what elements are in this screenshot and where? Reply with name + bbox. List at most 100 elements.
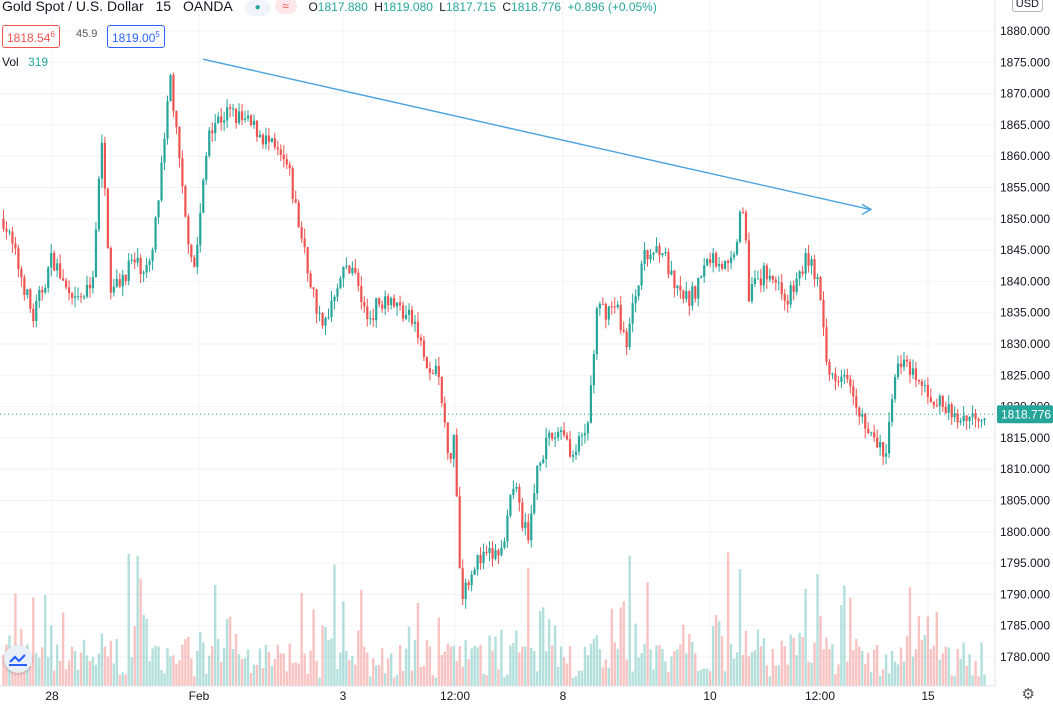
volume-bar bbox=[351, 655, 354, 686]
interval-label[interactable]: 15 bbox=[155, 0, 172, 14]
candle-body bbox=[893, 376, 897, 400]
volume-bar bbox=[875, 644, 879, 686]
candle-body bbox=[527, 522, 530, 541]
currency-badge[interactable]: USD bbox=[1011, 0, 1043, 12]
market-open-dot-icon[interactable]: ● bbox=[244, 0, 271, 16]
candle-body bbox=[944, 406, 947, 413]
candle-body bbox=[205, 155, 208, 180]
volume-bar bbox=[64, 669, 68, 686]
volume-bar bbox=[500, 629, 503, 686]
volume-bar bbox=[694, 653, 697, 686]
volume-bar bbox=[837, 664, 840, 686]
volume-bar bbox=[422, 665, 426, 686]
time-axis[interactable] bbox=[0, 686, 995, 709]
indicator-wave-icon[interactable]: ≈ bbox=[274, 0, 297, 14]
candle-body bbox=[613, 306, 616, 308]
candle-body bbox=[446, 422, 449, 454]
volume-bar bbox=[738, 569, 742, 686]
change-value: +0.896 (+0.05%) bbox=[567, 0, 657, 14]
volume-bar bbox=[413, 640, 417, 686]
candle-body bbox=[810, 259, 813, 266]
volume-bar bbox=[434, 677, 438, 686]
candle-body bbox=[217, 116, 220, 124]
candle-body bbox=[679, 285, 682, 291]
candle-body bbox=[315, 289, 318, 314]
volume-bar bbox=[789, 634, 792, 686]
volume-bar bbox=[729, 643, 733, 686]
symbol-header: Gold Spot / U.S. Dollar 15 OANDA ● ≈ O18… bbox=[2, 0, 657, 16]
candle-body bbox=[488, 547, 491, 554]
candle-body bbox=[473, 569, 476, 575]
volume-bar bbox=[216, 638, 220, 686]
volume-bar bbox=[300, 592, 303, 686]
volume-bar bbox=[932, 645, 936, 686]
trendline[interactable] bbox=[202, 58, 871, 211]
volume-bar bbox=[965, 665, 968, 686]
volume-bar bbox=[804, 588, 807, 686]
symbol-title[interactable]: Gold Spot / U.S. Dollar bbox=[2, 0, 144, 14]
volume-bar bbox=[297, 663, 300, 686]
volume-bar bbox=[258, 648, 262, 686]
candle-body bbox=[410, 309, 414, 324]
volume-bar bbox=[482, 673, 485, 686]
candle-body bbox=[47, 267, 50, 289]
chart-settings-gear-icon[interactable]: ⚙ bbox=[1021, 686, 1035, 703]
volume-bar bbox=[834, 674, 837, 686]
price-axis[interactable] bbox=[995, 0, 1053, 686]
volume-bar bbox=[661, 648, 664, 686]
candle-body bbox=[741, 212, 745, 214]
candle-body bbox=[577, 436, 581, 452]
candle-body bbox=[136, 257, 139, 263]
volume-bar bbox=[908, 587, 912, 686]
volume-bar bbox=[974, 660, 977, 686]
volume-bar bbox=[953, 676, 956, 686]
volume-bar bbox=[586, 655, 590, 686]
volume-bar bbox=[774, 665, 777, 686]
volume-bar bbox=[485, 675, 488, 686]
buy-price-sup: 5 bbox=[155, 30, 160, 39]
buy-button[interactable]: 1819.005 bbox=[107, 25, 165, 48]
volume-bar bbox=[136, 555, 139, 686]
candle-body bbox=[276, 147, 279, 150]
volume-bar bbox=[780, 640, 783, 686]
candle-body bbox=[968, 416, 971, 421]
volume-bar bbox=[917, 616, 921, 686]
close-label: C bbox=[502, 0, 512, 14]
candle-body bbox=[294, 198, 297, 203]
volume-bar bbox=[32, 597, 35, 686]
candle-body bbox=[229, 107, 232, 109]
candle-body bbox=[35, 300, 38, 322]
volume-bar bbox=[786, 664, 789, 686]
source-label: OANDA bbox=[182, 0, 233, 14]
trendline-drawing[interactable] bbox=[202, 58, 873, 216]
candle-body bbox=[858, 407, 861, 417]
volume-bar bbox=[410, 670, 414, 686]
sell-button[interactable]: 1818.546 bbox=[2, 25, 60, 48]
candle-body bbox=[321, 313, 324, 326]
volume-bar bbox=[467, 659, 470, 686]
volume-bar bbox=[691, 641, 694, 686]
volume-bar bbox=[279, 653, 282, 686]
price-tick-7: 1815.000 bbox=[1000, 431, 1050, 445]
volume-bar bbox=[240, 659, 244, 686]
volume-bar bbox=[640, 653, 643, 686]
time-axis-labels: 28 Feb 3 12:00 8 10 12:00 15 bbox=[45, 689, 935, 703]
candle-body bbox=[798, 271, 801, 279]
volume-bar bbox=[595, 635, 599, 686]
candle-body bbox=[285, 159, 288, 165]
tradingview-logo-icon[interactable] bbox=[4, 645, 32, 673]
candle-body bbox=[864, 414, 867, 429]
volume-bar bbox=[52, 670, 56, 686]
candle-body bbox=[953, 413, 956, 418]
candle-body bbox=[142, 272, 145, 275]
candle-body bbox=[85, 284, 89, 297]
candle-body bbox=[980, 420, 983, 422]
candle-body bbox=[688, 291, 691, 306]
volume-bar bbox=[923, 635, 927, 686]
price-tick-16: 1860.000 bbox=[1000, 149, 1050, 163]
volume-bar bbox=[855, 638, 858, 686]
volume-bar bbox=[750, 652, 754, 686]
volume-legend: Vol 319 bbox=[2, 55, 48, 69]
volume-bar bbox=[315, 660, 318, 686]
